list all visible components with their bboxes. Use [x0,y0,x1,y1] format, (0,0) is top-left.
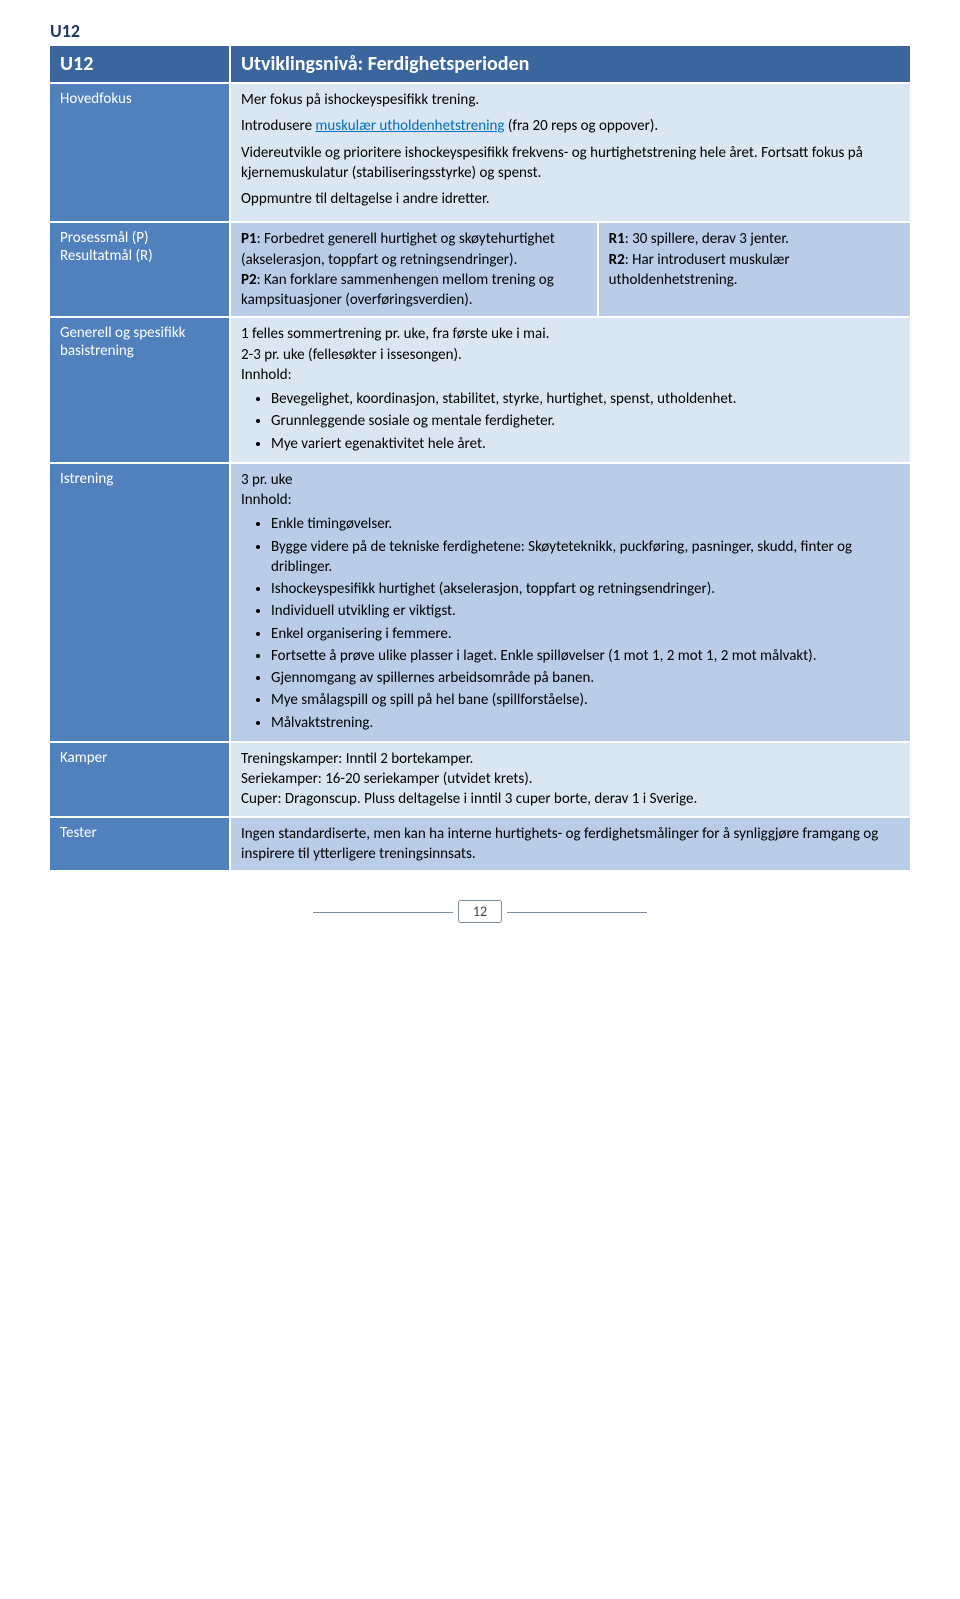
row-hovedfokus: Hovedfokus Mer fokus på ishockeyspesifik… [50,83,910,222]
content-tester: Ingen standardiserte, men kan ha interne… [230,817,910,871]
list-item: Bygge videre på de tekniske ferdighetene… [271,537,900,578]
list-item: Enkel organisering i femmere. [271,624,900,644]
row-istrening: Istrening 3 pr. uke Innhold: Enkle timin… [50,463,910,742]
list-item: Grunnleggende sosiale og mentale ferdigh… [271,411,900,431]
page-number-wrap: 12 [50,900,910,923]
list-item: Målvaktstrening. [271,713,900,733]
list-item: Mye smålagspill og spill på hel bane (sp… [271,690,900,710]
prosess-right: R1: 30 spillere, derav 3 jenter. R2: Har… [598,223,910,316]
list-item: Ishockeyspesifikk hurtighet (akselerasjo… [271,579,900,599]
content-hovedfokus: Mer fokus på ishockeyspesifikk trening. … [230,83,910,222]
row-kamper: Kamper Treningskamper: Inntil 2 bortekam… [50,742,910,817]
link-muskulaer-utholdenhet[interactable]: muskulær utholdenhetstrening [315,117,504,135]
list-item: Enkle timingøvelser. [271,514,900,534]
document-section-header: U12 [50,20,910,42]
label-kamper: Kamper [50,742,230,817]
label-basistrening: Generell og spesifikk basistrening [50,317,230,463]
prosess-left: P1: Forbedret generell hurtighet og skøy… [231,223,598,316]
hovedfokus-p3: Videreutvikle og prioritere ishockeyspes… [241,143,900,184]
table-header-row: U12 Utviklingsnivå: Ferdighetsperioden [50,46,910,83]
list-item: Mye variert egenaktivitet hele året. [271,434,900,454]
list-item: Gjennomgang av spillernes arbeidsområde … [271,668,900,688]
label-istrening: Istrening [50,463,230,742]
page-number: 12 [458,900,502,923]
row-prosessmaal: Prosessmål (P) Resultatmål (R) P1: Forbe… [50,222,910,317]
hovedfokus-p4: Oppmuntre til deltagelse i andre idrette… [241,189,900,209]
header-age-group: U12 [50,46,230,83]
header-title: Utviklingsnivå: Ferdighetsperioden [230,46,910,83]
content-kamper: Treningskamper: Inntil 2 bortekamper. Se… [230,742,910,817]
list-item: Individuell utvikling er viktigst. [271,601,900,621]
row-tester: Tester Ingen standardiserte, men kan ha … [50,817,910,871]
hovedfokus-p1: Mer fokus på ishockeyspesifikk trening. [241,90,900,110]
list-item: Fortsette å prøve ulike plasser i laget.… [271,646,900,666]
row-basistrening: Generell og spesifikk basistrening 1 fel… [50,317,910,463]
label-prosessmaal: Prosessmål (P) Resultatmål (R) [50,222,230,317]
list-item: Bevegelighet, koordinasjon, stabilitet, … [271,389,900,409]
content-istrening: 3 pr. uke Innhold: Enkle timingøvelser. … [230,463,910,742]
hovedfokus-p2: Introdusere muskulær utholdenhetstrening… [241,116,900,136]
label-hovedfokus: Hovedfokus [50,83,230,222]
istrening-bullets: Enkle timingøvelser. Bygge videre på de … [271,514,900,733]
content-prosessmaal: P1: Forbedret generell hurtighet og skøy… [230,222,910,317]
basistrening-bullets: Bevegelighet, koordinasjon, stabilitet, … [271,389,900,454]
label-tester: Tester [50,817,230,871]
content-table: U12 Utviklingsnivå: Ferdighetsperioden H… [50,46,910,870]
content-basistrening: 1 felles sommertrening pr. uke, fra førs… [230,317,910,463]
